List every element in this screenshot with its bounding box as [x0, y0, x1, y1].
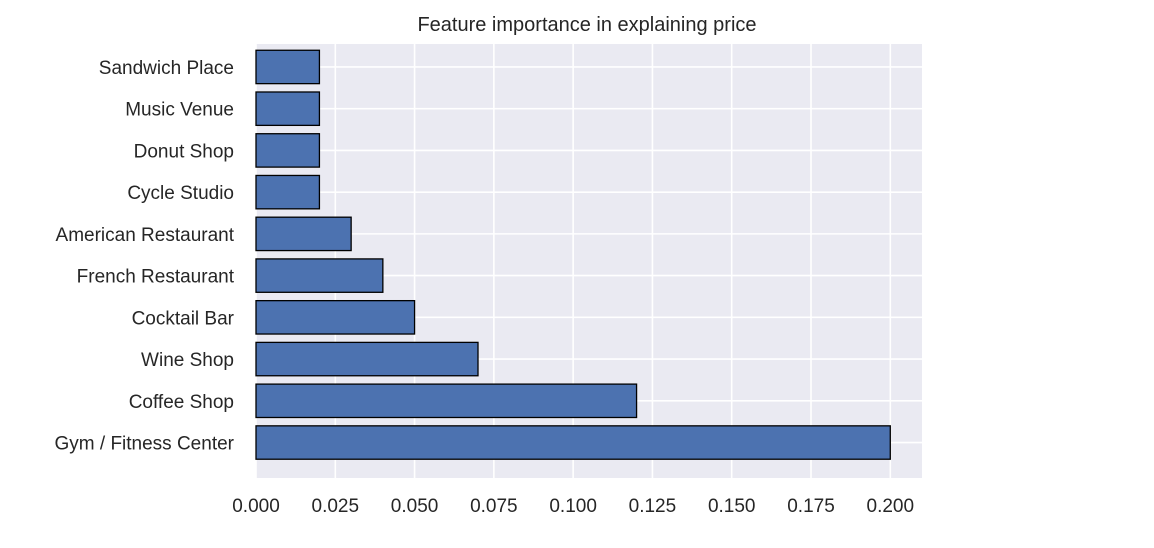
category-label: Coffee Shop	[129, 392, 234, 413]
chart-title: Feature importance in explaining price	[417, 14, 756, 36]
category-label: Cocktail Bar	[132, 308, 235, 329]
bar-wine-shop	[255, 341, 479, 377]
category-label: Wine Shop	[141, 350, 234, 371]
bar-cocktail-bar	[255, 299, 416, 335]
category-label: Cycle Studio	[127, 183, 234, 204]
x-tick-labels: 0.000 0.025 0.050 0.075 0.100 0.125 0.150 0.175…	[232, 496, 914, 517]
bars	[255, 49, 891, 460]
category-label: Gym / Fitness Center	[55, 434, 235, 455]
category-label: French Restaurant	[77, 267, 235, 288]
bar-american-restaurant	[255, 216, 352, 252]
bar-gym-fitness-center	[255, 425, 891, 460]
bar-coffee-shop	[255, 383, 638, 419]
bar-french-restaurant	[255, 258, 384, 293]
bar-sandwich-place	[255, 49, 321, 85]
x-tick-label: 0.025	[312, 496, 360, 517]
category-label: Donut Shop	[134, 141, 234, 162]
category-label: Sandwich Place	[99, 58, 234, 79]
x-tick-label: 0.000	[232, 496, 280, 517]
x-tick-label: 0.075	[470, 496, 518, 517]
x-tick-label: 0.100	[549, 496, 597, 517]
category-label: American Restaurant	[56, 225, 235, 246]
x-tick-label: 0.200	[867, 496, 915, 517]
bar-music-venue	[255, 91, 321, 127]
x-tick-label: 0.150	[708, 496, 756, 517]
bar-donut-shop	[255, 133, 321, 168]
x-tick-label: 0.050	[391, 496, 439, 517]
category-label: Music Venue	[125, 100, 234, 121]
x-tick-label: 0.175	[787, 496, 835, 517]
x-tick-label: 0.125	[629, 496, 677, 517]
bar-cycle-studio	[255, 174, 321, 210]
category-labels: Gym / Fitness Center Coffee Shop Wine Shop…	[55, 58, 235, 455]
